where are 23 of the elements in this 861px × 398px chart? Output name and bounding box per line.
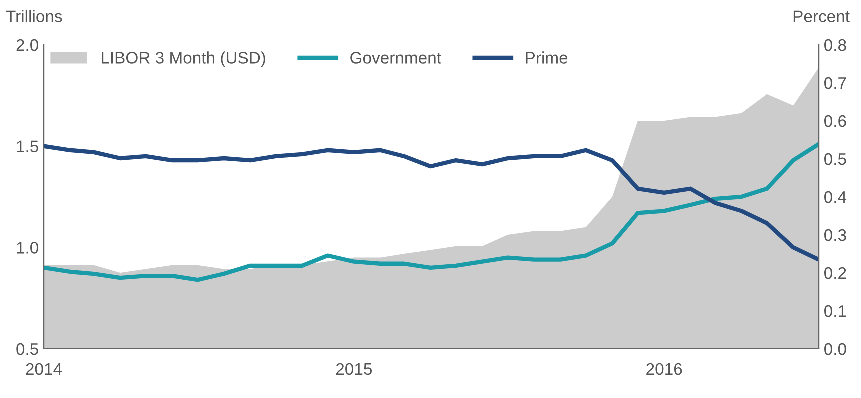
x-tick-label: 2015: [336, 363, 372, 376]
y-tick-label: 2.0: [16, 39, 38, 52]
x-tick-label: 2014: [26, 363, 62, 376]
y2-tick-label: 0.3: [824, 229, 846, 242]
y2-tick-label: 0.6: [824, 115, 846, 128]
y2-tick-label: 0.8: [824, 39, 846, 52]
y2-tick-label: 0.7: [824, 77, 846, 90]
y2-tick-label: 0.0: [824, 343, 846, 356]
legend-label: Prime: [526, 52, 568, 64]
legend-label: Government: [350, 52, 442, 64]
line-series: [44, 142, 819, 282]
y2-tick-label: 0.4: [824, 191, 847, 204]
line-series: [44, 144, 819, 262]
y-tick-label: 1.5: [17, 140, 38, 153]
y-tick-label: 1.0: [17, 242, 38, 254]
legend-label: LIBOR 3 Month (USD): [102, 52, 266, 68]
y-axis-title: Trillions: [6, 10, 62, 22]
x-tick-label: 2016: [646, 363, 682, 376]
y2-tick-label: 0.5: [824, 153, 846, 166]
y2-tick-label: 0.1: [824, 305, 846, 318]
y2-axis-title: Percent: [794, 10, 850, 22]
y2-tick-label: 0.2: [824, 267, 846, 280]
y-tick-label: 0.5: [16, 343, 38, 356]
